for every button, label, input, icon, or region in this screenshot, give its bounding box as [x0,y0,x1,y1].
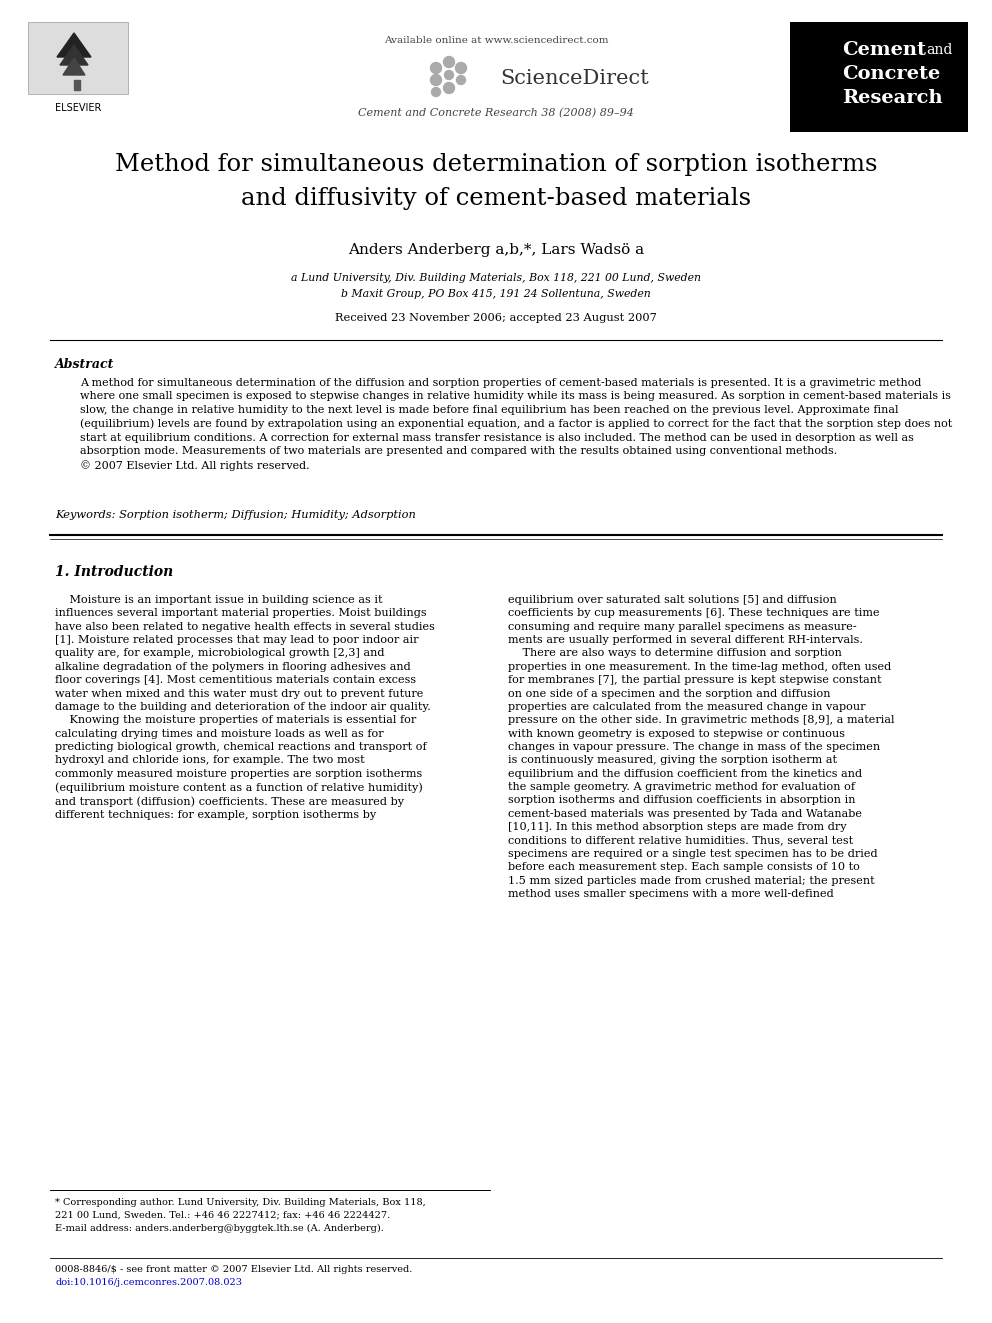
Text: Anders Anderberg a,b,*, Lars Wadsö a: Anders Anderberg a,b,*, Lars Wadsö a [348,243,644,257]
Text: and: and [926,44,952,57]
Text: Abstract: Abstract [55,359,114,370]
Text: Available online at www.sciencedirect.com: Available online at www.sciencedirect.co… [384,36,608,45]
Text: Concrete: Concrete [842,65,940,83]
Text: Research: Research [842,89,942,107]
Text: doi:10.1016/j.cemconres.2007.08.023: doi:10.1016/j.cemconres.2007.08.023 [55,1278,242,1287]
Polygon shape [57,33,91,57]
Text: and diffusivity of cement-based materials: and diffusivity of cement-based material… [241,187,751,209]
Text: 221 00 Lund, Sweden. Tel.: +46 46 2227412; fax: +46 46 2224427.: 221 00 Lund, Sweden. Tel.: +46 46 222741… [55,1211,390,1218]
Circle shape [431,62,441,74]
Bar [790,22,968,132]
Circle shape [444,70,453,79]
Text: 1. Introduction: 1. Introduction [55,565,174,579]
Bar [28,22,128,94]
Text: equilibrium over saturated salt solutions [5] and diffusion
coefficients by cup : equilibrium over saturated salt solution… [508,595,895,898]
Text: a Lund University, Div. Building Materials, Box 118, 221 00 Lund, Sweden: a Lund University, Div. Building Materia… [291,273,701,283]
Circle shape [456,75,465,85]
Text: Received 23 November 2006; accepted 23 August 2007: Received 23 November 2006; accepted 23 A… [335,314,657,323]
Text: Method for simultaneous determination of sorption isotherms: Method for simultaneous determination of… [115,153,877,176]
Text: * Corresponding author. Lund University, Div. Building Materials, Box 118,: * Corresponding author. Lund University,… [55,1199,426,1207]
Polygon shape [60,45,88,65]
Text: Moisture is an important issue in building science as it
influences several impo: Moisture is an important issue in buildi… [55,595,434,820]
Text: ELSEVIER: ELSEVIER [55,103,101,112]
Text: Cement: Cement [842,41,926,60]
Bar [74,79,80,90]
Circle shape [455,62,466,74]
Text: ScienceDirect: ScienceDirect [500,69,649,87]
Text: b Maxit Group, PO Box 415, 191 24 Sollentuna, Sweden: b Maxit Group, PO Box 415, 191 24 Sollen… [341,288,651,299]
Text: Keywords: Sorption isotherm; Diffusion; Humidity; Adsorption: Keywords: Sorption isotherm; Diffusion; … [55,509,416,520]
Circle shape [443,82,454,94]
Text: 0008-8846/$ - see front matter © 2007 Elsevier Ltd. All rights reserved.: 0008-8846/$ - see front matter © 2007 El… [55,1265,413,1274]
Circle shape [431,74,441,86]
Circle shape [432,87,440,97]
Polygon shape [63,58,85,75]
Text: A method for simultaneous determination of the diffusion and sorption properties: A method for simultaneous determination … [80,378,952,471]
Text: E-mail address: anders.anderberg@byggtek.lth.se (A. Anderberg).: E-mail address: anders.anderberg@byggtek… [55,1224,384,1233]
Text: Cement and Concrete Research 38 (2008) 89–94: Cement and Concrete Research 38 (2008) 8… [358,108,634,118]
Circle shape [443,57,454,67]
